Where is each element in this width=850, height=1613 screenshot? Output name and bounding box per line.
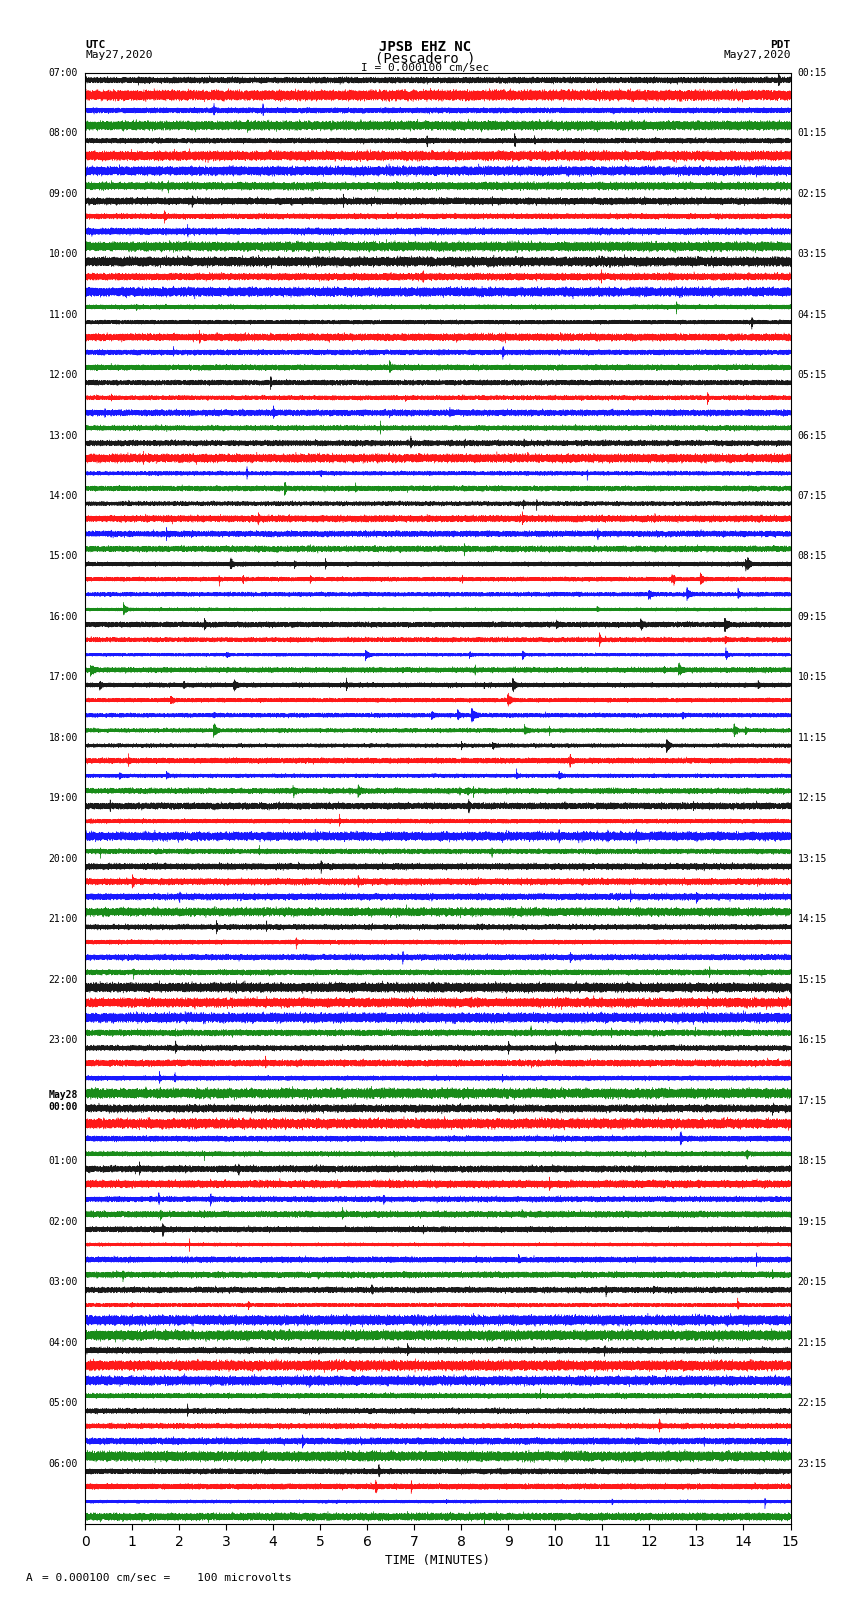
Text: 23:00: 23:00 — [48, 1036, 78, 1045]
Text: 11:15: 11:15 — [797, 732, 827, 744]
Text: 02:00: 02:00 — [48, 1216, 78, 1227]
Text: 01:15: 01:15 — [797, 127, 827, 139]
Text: 18:15: 18:15 — [797, 1157, 827, 1166]
Text: 05:15: 05:15 — [797, 369, 827, 381]
Text: 03:15: 03:15 — [797, 248, 827, 260]
Text: 04:15: 04:15 — [797, 310, 827, 319]
Text: 02:15: 02:15 — [797, 189, 827, 198]
Text: 01:00: 01:00 — [48, 1157, 78, 1166]
Text: 14:00: 14:00 — [48, 490, 78, 502]
Text: 00:15: 00:15 — [797, 68, 827, 77]
Text: JPSB EHZ NC: JPSB EHZ NC — [379, 40, 471, 55]
Text: PDT: PDT — [770, 40, 790, 50]
Text: 19:00: 19:00 — [48, 794, 78, 803]
Text: 15:15: 15:15 — [797, 974, 827, 986]
Text: 11:00: 11:00 — [48, 310, 78, 319]
Text: 21:00: 21:00 — [48, 915, 78, 924]
Text: UTC: UTC — [85, 40, 105, 50]
Text: 23:15: 23:15 — [797, 1458, 827, 1469]
Text: May28
00:00: May28 00:00 — [48, 1090, 78, 1111]
Text: 20:00: 20:00 — [48, 853, 78, 865]
Text: 07:00: 07:00 — [48, 68, 78, 77]
Text: 08:00: 08:00 — [48, 127, 78, 139]
Text: 15:00: 15:00 — [48, 552, 78, 561]
Text: 17:15: 17:15 — [797, 1095, 827, 1107]
Text: 16:15: 16:15 — [797, 1036, 827, 1045]
Text: 16:00: 16:00 — [48, 611, 78, 623]
Text: 13:15: 13:15 — [797, 853, 827, 865]
Text: 19:15: 19:15 — [797, 1216, 827, 1227]
Text: 21:15: 21:15 — [797, 1337, 827, 1348]
Text: 17:00: 17:00 — [48, 673, 78, 682]
Text: 22:00: 22:00 — [48, 974, 78, 986]
Text: 22:15: 22:15 — [797, 1398, 827, 1408]
Text: 14:15: 14:15 — [797, 915, 827, 924]
X-axis label: TIME (MINUTES): TIME (MINUTES) — [385, 1555, 490, 1568]
Text: 06:15: 06:15 — [797, 431, 827, 440]
Text: I = 0.000100 cm/sec: I = 0.000100 cm/sec — [361, 63, 489, 73]
Text: 12:00: 12:00 — [48, 369, 78, 381]
Text: 08:15: 08:15 — [797, 552, 827, 561]
Text: May27,2020: May27,2020 — [723, 50, 791, 60]
Text: 03:00: 03:00 — [48, 1277, 78, 1287]
Text: 07:15: 07:15 — [797, 490, 827, 502]
Text: A: A — [26, 1573, 32, 1582]
Text: (Pescadero ): (Pescadero ) — [375, 52, 475, 66]
Text: 04:00: 04:00 — [48, 1337, 78, 1348]
Text: May27,2020: May27,2020 — [85, 50, 152, 60]
Text: = 0.000100 cm/sec =    100 microvolts: = 0.000100 cm/sec = 100 microvolts — [42, 1573, 292, 1582]
Text: 13:00: 13:00 — [48, 431, 78, 440]
Text: 12:15: 12:15 — [797, 794, 827, 803]
Text: 10:00: 10:00 — [48, 248, 78, 260]
Text: 09:15: 09:15 — [797, 611, 827, 623]
Text: 09:00: 09:00 — [48, 189, 78, 198]
Text: 10:15: 10:15 — [797, 673, 827, 682]
Text: 18:00: 18:00 — [48, 732, 78, 744]
Text: 05:00: 05:00 — [48, 1398, 78, 1408]
Text: 06:00: 06:00 — [48, 1458, 78, 1469]
Text: 20:15: 20:15 — [797, 1277, 827, 1287]
